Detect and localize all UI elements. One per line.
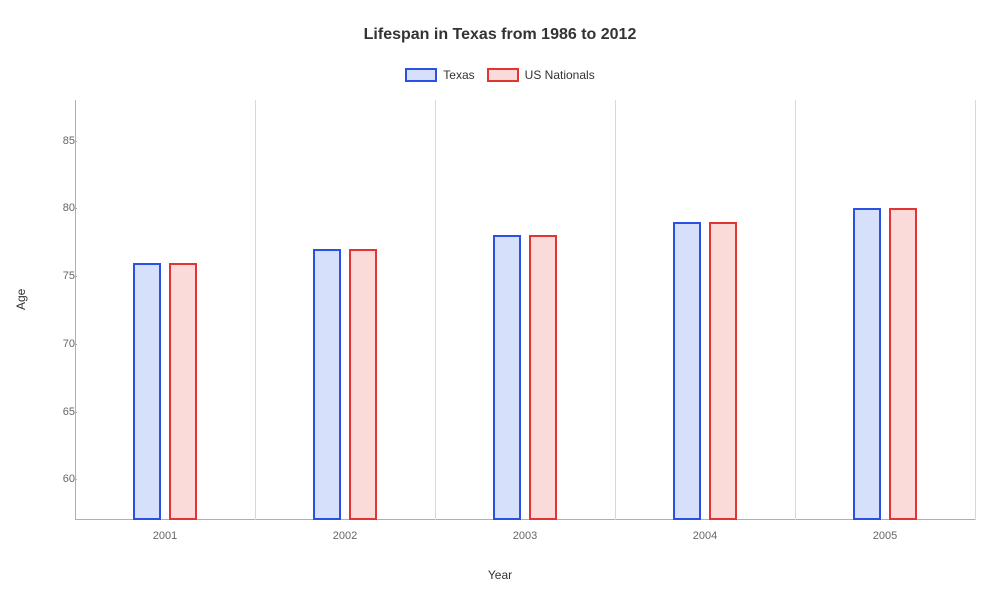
y-tick-mark — [73, 412, 77, 413]
legend-swatch-1 — [487, 68, 519, 82]
bar-us-nationals-2005 — [889, 208, 917, 520]
legend-swatch-0 — [405, 68, 437, 82]
y-tick-mark — [73, 479, 77, 480]
x-tick-label: 2003 — [513, 530, 537, 542]
y-tick-mark — [73, 276, 77, 277]
x-tick-label: 2002 — [333, 530, 357, 542]
bar-texas-2003 — [493, 235, 521, 520]
legend-item-0: Texas — [405, 68, 474, 82]
bar-texas-2002 — [313, 249, 341, 520]
bar-texas-2001 — [133, 263, 161, 520]
chart-container: Lifespan in Texas from 1986 to 2012 Texa… — [0, 0, 1000, 600]
grid-line — [975, 100, 976, 520]
legend-item-1: US Nationals — [487, 68, 595, 82]
grid-line — [795, 100, 796, 520]
y-tick-mark — [73, 141, 77, 142]
legend-label-0: Texas — [443, 68, 474, 82]
plot-area — [75, 100, 975, 520]
grid-line — [255, 100, 256, 520]
y-tick-mark — [73, 344, 77, 345]
grid-line — [615, 100, 616, 520]
bar-us-nationals-2003 — [529, 235, 557, 520]
bar-texas-2005 — [853, 208, 881, 520]
legend-label-1: US Nationals — [525, 68, 595, 82]
legend: Texas US Nationals — [0, 68, 1000, 82]
y-axis-line — [75, 100, 76, 520]
grid-line — [435, 100, 436, 520]
y-tick-mark — [73, 208, 77, 209]
x-tick-label: 2001 — [153, 530, 177, 542]
chart-title: Lifespan in Texas from 1986 to 2012 — [0, 26, 1000, 44]
x-tick-label: 2004 — [693, 530, 717, 542]
x-axis-line — [75, 519, 975, 520]
bar-us-nationals-2001 — [169, 263, 197, 520]
x-tick-label: 2005 — [873, 530, 897, 542]
x-axis-title: Year — [0, 568, 1000, 582]
bar-texas-2004 — [673, 222, 701, 520]
y-axis: 606570758085 — [40, 100, 75, 520]
y-axis-title: Age — [14, 289, 28, 310]
bar-us-nationals-2002 — [349, 249, 377, 520]
bar-us-nationals-2004 — [709, 222, 737, 520]
